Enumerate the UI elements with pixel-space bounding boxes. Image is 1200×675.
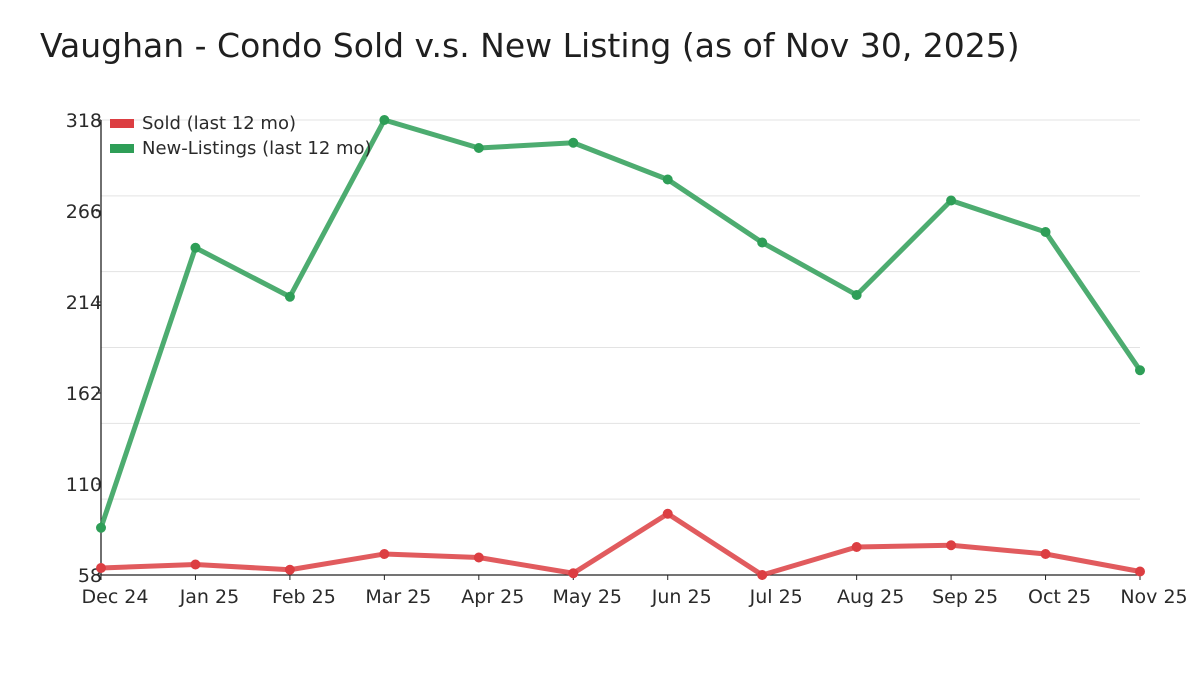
legend: Sold (last 12 mo) New-Listings (last 12 m… bbox=[110, 113, 372, 159]
x-tick-label: Dec 24 bbox=[82, 586, 149, 608]
data-point[interactable] bbox=[1135, 566, 1145, 577]
gridlines bbox=[101, 119, 1140, 500]
x-tick-label: Nov 25 bbox=[1120, 586, 1187, 608]
x-tick-label: Jan 25 bbox=[179, 586, 240, 608]
data-point[interactable] bbox=[96, 563, 106, 573]
series-line bbox=[98, 117, 1143, 531]
data-point[interactable] bbox=[284, 564, 295, 575]
data-point[interactable] bbox=[851, 290, 862, 300]
y-axis-ticks: 318 266 214 162 110 58 bbox=[66, 110, 102, 587]
y-tick-label: 214 bbox=[66, 292, 102, 314]
legend-item[interactable]: New-Listings (last 12 mo) bbox=[110, 138, 372, 159]
x-tick-label: May 25 bbox=[553, 586, 623, 608]
legend-swatch bbox=[110, 119, 134, 128]
data-point[interactable] bbox=[379, 115, 390, 125]
x-tick-label: Apr 25 bbox=[461, 586, 524, 608]
x-tick-label: Jul 25 bbox=[749, 586, 803, 608]
y-tick-label: 318 bbox=[66, 110, 102, 132]
x-tick-label: Sep 25 bbox=[932, 586, 998, 608]
x-tick-label: Oct 25 bbox=[1028, 586, 1091, 608]
x-tick-label: Aug 25 bbox=[837, 586, 904, 608]
data-point[interactable] bbox=[96, 522, 106, 533]
legend-label: New-Listings (last 12 mo) bbox=[142, 138, 372, 159]
chart-title: Vaughan - Condo Sold v.s. New Listing (a… bbox=[40, 26, 1020, 65]
data-point[interactable] bbox=[757, 570, 768, 580]
data-point[interactable] bbox=[1135, 365, 1145, 376]
x-tick-label: Mar 25 bbox=[365, 586, 431, 608]
data-point[interactable] bbox=[662, 508, 673, 519]
data-point[interactable] bbox=[568, 568, 579, 579]
data-point[interactable] bbox=[473, 552, 484, 563]
y-tick-label: 110 bbox=[66, 474, 102, 496]
data-point[interactable] bbox=[946, 195, 957, 206]
data-point[interactable] bbox=[190, 559, 201, 570]
series-line bbox=[98, 511, 1143, 578]
legend-swatch bbox=[110, 144, 134, 153]
data-point[interactable] bbox=[284, 291, 295, 302]
axes bbox=[100, 120, 1140, 576]
data-point[interactable] bbox=[379, 549, 390, 559]
data-point[interactable] bbox=[757, 237, 768, 248]
x-tick-label: Feb 25 bbox=[272, 586, 336, 608]
y-tick-label: 266 bbox=[66, 201, 102, 223]
y-tick-label: 162 bbox=[66, 383, 102, 405]
x-axis-ticks: Dec 24 Jan 25 Feb 25 Mar 25 Apr 25 May 25 Jun … bbox=[82, 575, 1188, 608]
series-new-listings bbox=[96, 115, 1145, 533]
data-point[interactable] bbox=[1040, 549, 1051, 559]
legend-item[interactable]: Sold (last 12 mo) bbox=[110, 113, 296, 134]
data-point[interactable] bbox=[568, 137, 579, 148]
legend-label: Sold (last 12 mo) bbox=[142, 113, 296, 134]
series-sold bbox=[96, 508, 1145, 580]
data-point[interactable] bbox=[473, 143, 484, 153]
series-lines bbox=[96, 115, 1145, 580]
data-point[interactable] bbox=[946, 540, 957, 551]
x-tick-label: Jun 25 bbox=[651, 586, 712, 608]
y-tick-label: 58 bbox=[78, 565, 102, 587]
data-point[interactable] bbox=[190, 242, 201, 253]
data-point[interactable] bbox=[1040, 227, 1051, 237]
data-point[interactable] bbox=[662, 174, 673, 185]
data-point[interactable] bbox=[851, 542, 862, 552]
